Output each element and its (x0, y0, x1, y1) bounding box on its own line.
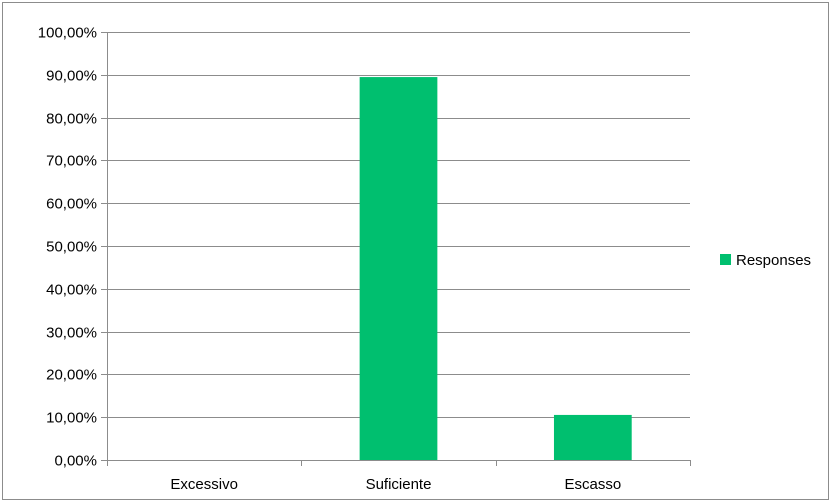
bars (359, 77, 632, 461)
legend: Responses (720, 252, 811, 269)
y-tick-label: 80,00% (46, 111, 97, 128)
y-tick-label: 30,00% (46, 325, 97, 342)
y-tick-label: 90,00% (46, 68, 97, 85)
x-tick-label: Suficiente (366, 476, 432, 493)
y-tick-label: 100,00% (38, 25, 97, 42)
x-tick-label: Excessivo (170, 476, 238, 493)
y-tick-label: 40,00% (46, 282, 97, 299)
legend-label: Responses (736, 252, 811, 269)
y-tick-label: 50,00% (46, 239, 97, 256)
x-tick-label: Escasso (564, 476, 621, 493)
y-tick-label: 10,00% (46, 410, 97, 427)
y-tick-label: 70,00% (46, 153, 97, 170)
axes (101, 32, 691, 466)
x-tick-labels: Excessivo Suficiente Escasso (170, 476, 621, 493)
bar-escasso (553, 414, 632, 460)
y-tick-label: 0,00% (54, 453, 97, 470)
y-tick-label: 20,00% (46, 367, 97, 384)
bar-suficiente (359, 77, 438, 461)
y-tick-label: 60,00% (46, 196, 97, 213)
legend-swatch (720, 254, 731, 265)
y-tick-labels: 0,00% 10,00% 20,00% 30,00% 40,00% 50,00% 60,00… (38, 25, 97, 470)
